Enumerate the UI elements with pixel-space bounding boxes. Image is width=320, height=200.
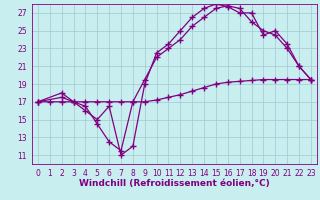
X-axis label: Windchill (Refroidissement éolien,°C): Windchill (Refroidissement éolien,°C) bbox=[79, 179, 270, 188]
